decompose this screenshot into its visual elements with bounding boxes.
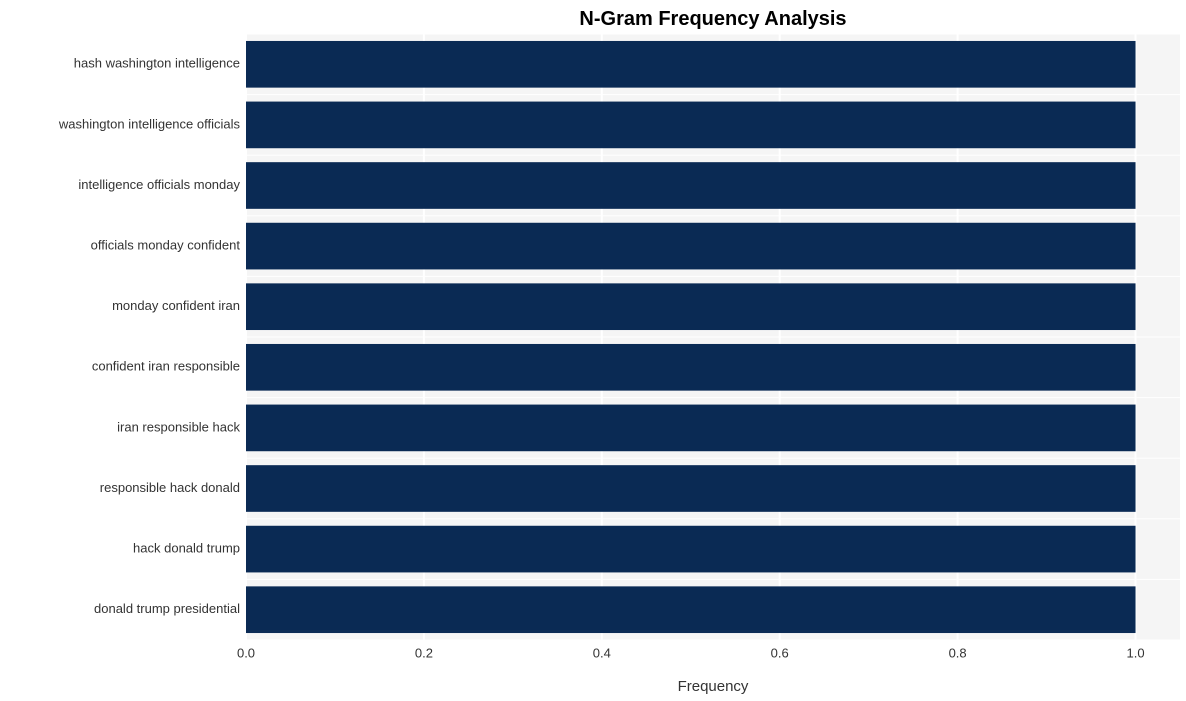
bar [246,283,1136,330]
x-tick-label: 0.0 [237,646,255,661]
y-tick-label: washington intelligence officials [58,116,241,131]
x-tick-label: 1.0 [1126,646,1144,661]
chart-title: N-Gram Frequency Analysis [0,8,1186,31]
y-tick-label: iran responsible hack [117,419,240,434]
ngram-chart: N-Gram Frequency Analysis hash washingto… [0,0,1186,701]
y-tick-label: officials monday confident [91,238,241,253]
bar [246,586,1136,633]
x-tick-label: 0.2 [415,646,433,661]
bar [246,344,1136,391]
y-tick-label: hash washington intelligence [74,56,240,71]
x-axis-title: Frequency [246,678,1180,695]
x-tick-label: 0.8 [949,646,967,661]
x-tick-label: 0.4 [593,646,611,661]
y-tick-label: hack donald trump [133,541,240,556]
bar [246,102,1136,149]
bar [246,465,1136,512]
y-tick-label: monday confident iran [112,298,240,313]
x-tick-label: 0.6 [771,646,789,661]
bar [246,405,1136,452]
bar [246,223,1136,270]
y-tick-label: confident iran responsible [92,359,240,374]
bar [246,41,1136,88]
y-tick-label: donald trump presidential [94,601,240,616]
y-tick-label: responsible hack donald [100,480,240,495]
bar [246,526,1136,573]
y-tick-label: intelligence officials monday [78,177,240,192]
bar [246,162,1136,209]
chart-plot-area: hash washington intelligencewashington i… [246,34,1180,640]
